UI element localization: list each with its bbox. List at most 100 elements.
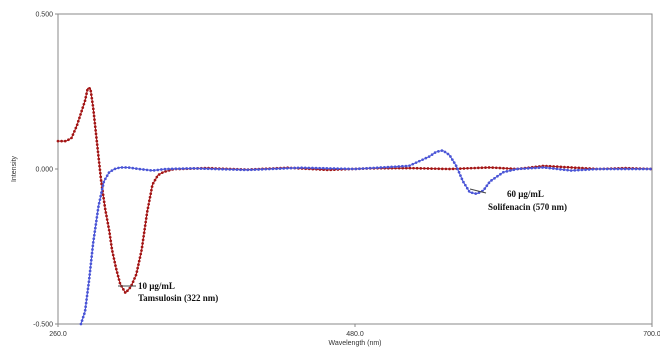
- solifenacin-series-point: [490, 179, 493, 182]
- solifenacin-series-point: [124, 166, 127, 169]
- tamsulosin-series-point: [126, 289, 129, 293]
- solifenacin-series-point: [496, 174, 499, 178]
- y-tick-label: -0.500: [33, 322, 53, 329]
- solifenacin-series-point: [163, 167, 167, 171]
- solifenacin-series-point: [569, 169, 573, 172]
- y-tick-label: 0.500: [35, 12, 53, 19]
- tamsulosin-series-point: [123, 291, 127, 294]
- solifenacin-series-point: [156, 168, 160, 172]
- solifenacin-series-point: [598, 167, 602, 171]
- solifenacin-series-point: [88, 273, 92, 276]
- x-tick-label: 480.0: [346, 331, 364, 338]
- tamsulosin-series-point: [98, 171, 102, 175]
- solifenacin-series-point: [325, 167, 329, 170]
- tamsulosin-series-point: [115, 271, 119, 274]
- solifenacin-series-point: [372, 166, 375, 170]
- solifenacin-series-point: [530, 166, 534, 170]
- solifenacin-series-point: [516, 167, 519, 171]
- tamsulosin-series-point: [559, 165, 563, 169]
- tamsulosin-series-point: [462, 167, 466, 170]
- tamsulosin-series-point: [143, 224, 147, 227]
- solifenacin-series-point: [336, 167, 339, 170]
- tamsulosin-series-line: [58, 87, 653, 294]
- tamsulosin-series-point: [140, 249, 143, 252]
- solifenacin-series-point: [80, 319, 84, 322]
- solifenacin-series-point: [271, 167, 275, 171]
- tamsulosin-series-point: [494, 166, 498, 170]
- tamsulosin-series-point: [109, 239, 113, 243]
- solifenacin-series-point: [188, 167, 192, 170]
- tamsulosin-series-point: [491, 166, 495, 169]
- solifenacin-series-point: [477, 191, 481, 194]
- tamsulosin-series-point: [99, 175, 103, 179]
- tamsulosin-series-point: [107, 228, 111, 232]
- solifenacin-series-point: [443, 150, 447, 154]
- tamsulosin-series-point: [108, 232, 112, 236]
- tamsulosin-series-point: [91, 107, 95, 111]
- solifenacin-series-point: [314, 166, 318, 170]
- solifenacin-series-point: [329, 167, 332, 170]
- solifenacin-series-point: [573, 168, 577, 172]
- tamsulosin-series-point: [101, 193, 105, 197]
- tamsulosin-series-point: [140, 245, 144, 249]
- solifenacin-series-point: [440, 149, 444, 152]
- tamsulosin-series-point: [108, 235, 112, 239]
- solifenacin-series-point: [91, 248, 94, 251]
- tamsulosin-series-point: [437, 167, 441, 171]
- tamsulosin-series-point: [112, 257, 116, 260]
- tamsulosin-series-point: [93, 118, 96, 121]
- x-axis-title: Wavelength (nm): [328, 340, 381, 347]
- solifenacin-series-point: [98, 198, 102, 202]
- tamsulosin-series-point: [95, 136, 98, 139]
- tamsulosin-series-point: [88, 87, 91, 90]
- tamsulosin-series-point: [95, 139, 99, 143]
- solifenacin-annotation: 60 µg/mL Solifenacin (570 nm): [469, 188, 567, 212]
- solifenacin-series-point: [602, 167, 605, 171]
- x-tick-label: 260.0: [49, 331, 67, 338]
- solifenacin-series-point: [185, 167, 188, 170]
- tamsulosin-series-point: [56, 139, 60, 143]
- tamsulosin-series-point: [142, 234, 145, 238]
- tamsulosin-series-point: [141, 242, 144, 245]
- solifenacin-series-point: [456, 167, 459, 171]
- tamsulosin-series-point: [104, 211, 108, 214]
- solifenacin-series-point: [397, 165, 401, 168]
- solifenacin-series-point: [512, 168, 516, 172]
- solifenacin-series-point: [414, 161, 418, 165]
- tamsulosin-series-point: [109, 243, 113, 246]
- solifenacin-series-point: [89, 266, 92, 269]
- tamsulosin-series-point: [164, 170, 167, 173]
- solifenacin-series-point: [361, 167, 365, 170]
- tamsulosin-series-point: [99, 179, 103, 182]
- tamsulosin-series-point: [71, 133, 75, 136]
- tamsulosin-series-point: [144, 220, 148, 224]
- tamsulosin-series-point: [146, 206, 150, 210]
- solifenacin-series-point: [278, 167, 282, 170]
- solifenacin-series-point: [390, 165, 393, 169]
- solifenacin-series-point: [357, 167, 361, 171]
- solifenacin-series-point: [203, 167, 206, 171]
- solifenacin-series-point: [88, 269, 92, 273]
- solifenacin-series-point: [519, 167, 523, 171]
- solifenacin-series-point: [534, 166, 537, 170]
- solifenacin-series-point: [239, 168, 242, 172]
- tamsulosin-series-point: [81, 106, 85, 109]
- solifenacin-series-point: [138, 167, 142, 171]
- solifenacin-series-point: [427, 155, 431, 159]
- solifenacin-series-point: [566, 168, 569, 172]
- tamsulosin-series-point: [451, 167, 455, 171]
- tamsulosin-series-point: [148, 199, 151, 203]
- solifenacin-series-point: [246, 168, 250, 172]
- solifenacin-series-point: [464, 183, 467, 187]
- tamsulosin-series-point: [114, 267, 118, 271]
- solifenacin-series-point: [537, 166, 541, 170]
- solifenacin-series-point: [95, 219, 98, 223]
- tamsulosin-series-point: [138, 256, 142, 259]
- solifenacin-series-point: [487, 181, 491, 185]
- solifenacin-series-point: [580, 168, 584, 172]
- tamsulosin-series-point: [157, 173, 161, 176]
- tamsulosin-series-point: [131, 280, 135, 284]
- tamsulosin-series-point: [473, 166, 477, 170]
- solifenacin-series-point: [170, 167, 174, 171]
